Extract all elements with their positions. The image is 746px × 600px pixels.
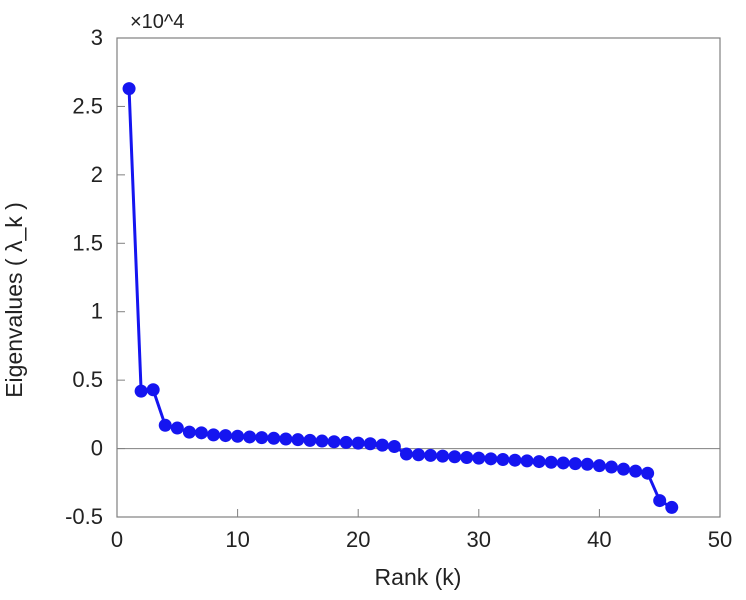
x-axis-ticks bbox=[117, 509, 720, 517]
y-axis-exponent-label: ×10^4 bbox=[130, 11, 184, 33]
y-tick-label: 0 bbox=[91, 436, 103, 461]
eigenvalue-point-29[interactable]: k=29, λ=-0.065×10^4 bbox=[460, 451, 473, 464]
eigenvalue-point-31[interactable]: k=31, λ=-0.075×10^4 bbox=[484, 452, 497, 465]
eigenvalue-point-32[interactable]: k=32, λ=-0.08×10^4 bbox=[496, 453, 509, 466]
x-tick-label: 0 bbox=[111, 527, 123, 552]
eigenvalue-point-34[interactable]: k=34, λ=-0.09×10^4 bbox=[521, 454, 534, 467]
eigenvalue-point-45[interactable]: k=45, λ=-0.38×10^4 bbox=[653, 494, 666, 507]
eigenvalue-point-8[interactable]: k=8, λ=0.1×10^4 bbox=[207, 428, 220, 441]
eigenvalue-point-4[interactable]: k=4, λ=0.17×10^4 bbox=[159, 419, 172, 432]
eigenvalue-point-1[interactable]: k=1, λ=2.63×10^4 bbox=[123, 82, 136, 95]
eigenvalue-point-17[interactable]: k=17, λ=0.055×10^4 bbox=[316, 435, 329, 448]
eigenvalue-point-21[interactable]: k=21, λ=0.035×10^4 bbox=[364, 437, 377, 450]
x-tick-label: 30 bbox=[467, 527, 491, 552]
y-tick-label: 2 bbox=[91, 162, 103, 187]
eigenvalue-point-3[interactable]: k=3, λ=0.43×10^4 bbox=[147, 383, 160, 396]
y-axis-tick-labels: -0.5 0 0.5 1 1.5 2 2.5 3 bbox=[65, 25, 103, 529]
eigenvalue-point-43[interactable]: k=43, λ=-0.165×10^4 bbox=[629, 465, 642, 478]
y-tick-label: 0.5 bbox=[72, 367, 103, 392]
eigenvalue-point-35[interactable]: k=35, λ=-0.095×10^4 bbox=[533, 455, 546, 468]
eigenvalue-point-30[interactable]: k=30, λ=-0.07×10^4 bbox=[472, 452, 485, 465]
x-tick-label: 50 bbox=[708, 527, 732, 552]
plot-border bbox=[117, 38, 720, 517]
y-axis-title: Eigenvalues ( λ_k ) bbox=[1, 202, 27, 398]
eigenvalue-point-16[interactable]: k=16, λ=0.06×10^4 bbox=[303, 434, 316, 447]
eigenvalue-point-18[interactable]: k=18, λ=0.05×10^4 bbox=[328, 435, 341, 448]
eigenvalue-point-40[interactable]: k=40, λ=-0.125×10^4 bbox=[593, 459, 606, 472]
y-tick-label: -0.5 bbox=[65, 504, 103, 529]
eigenvalue-point-20[interactable]: k=20, λ=0.04×10^4 bbox=[352, 437, 365, 450]
chart-svg: k=1, λ=2.63×10^4 k=2, λ=0.42×10^4k=3, λ=0… bbox=[0, 0, 746, 600]
eigenvalue-point-38[interactable]: k=38, λ=-0.11×10^4 bbox=[569, 457, 582, 470]
eigenvalue-point-36[interactable]: k=36, λ=-0.1×10^4 bbox=[545, 456, 558, 469]
eigenvalue-point-23[interactable]: k=23, λ=0.015×10^4 bbox=[388, 440, 401, 453]
eigenvalue-point-25[interactable]: k=25, λ=-0.045×10^4 bbox=[412, 448, 425, 461]
eigenvalue-point-28[interactable]: k=28, λ=-0.06×10^4 bbox=[448, 450, 461, 463]
x-tick-label: 10 bbox=[225, 527, 249, 552]
y-tick-label: 2.5 bbox=[72, 93, 103, 118]
y-tick-label: 1.5 bbox=[72, 230, 103, 255]
eigenvalue-point-37[interactable]: k=37, λ=-0.105×10^4 bbox=[557, 456, 570, 469]
eigenvalue-point-27[interactable]: k=27, λ=-0.055×10^4 bbox=[436, 450, 449, 463]
eigenvalue-point-33[interactable]: k=33, λ=-0.085×10^4 bbox=[508, 454, 521, 467]
eigenvalue-point-41[interactable]: k=41, λ=-0.135×10^4 bbox=[605, 461, 618, 474]
eigenvalue-point-19[interactable]: k=19, λ=0.045×10^4 bbox=[340, 436, 353, 449]
eigenvalue-point-22[interactable]: k=22, λ=0.025×10^4 bbox=[376, 439, 389, 452]
eigenvalue-chart: k=1, λ=2.63×10^4 k=2, λ=0.42×10^4k=3, λ=0… bbox=[0, 0, 746, 600]
eigenvalue-point-15[interactable]: k=15, λ=0.065×10^4 bbox=[291, 433, 304, 446]
eigenvalue-point-7[interactable]: k=7, λ=0.115×10^4 bbox=[195, 426, 208, 439]
eigenvalue-point-42[interactable]: k=42, λ=-0.15×10^4 bbox=[617, 463, 630, 476]
eigenvalue-point-39[interactable]: k=39, λ=-0.115×10^4 bbox=[581, 458, 594, 471]
eigenvalue-point-12[interactable]: k=12, λ=0.08×10^4 bbox=[255, 431, 268, 444]
eigenvalue-point-24[interactable]: k=24, λ=-0.04×10^4 bbox=[400, 448, 413, 461]
eigenvalue-point-10[interactable]: k=10, λ=0.09×10^4 bbox=[231, 430, 244, 443]
eigenvalue-point-13[interactable]: k=13, λ=0.075×10^4 bbox=[267, 432, 280, 445]
x-tick-label: 40 bbox=[587, 527, 611, 552]
y-tick-label: 1 bbox=[91, 299, 103, 324]
eigenvalue-point-26[interactable]: k=26, λ=-0.05×10^4 bbox=[424, 449, 437, 462]
eigenvalue-point-11[interactable]: k=11, λ=0.085×10^4 bbox=[243, 430, 256, 443]
eigenvalue-point-5[interactable]: k=5, λ=0.15×10^4 bbox=[171, 422, 184, 435]
eigenvalue-point-9[interactable]: k=9, λ=0.095×10^4 bbox=[219, 429, 232, 442]
y-axis-ticks bbox=[117, 38, 125, 517]
x-axis-tick-labels: 0 10 20 30 40 50 bbox=[111, 527, 732, 552]
x-tick-label: 20 bbox=[346, 527, 370, 552]
eigenvalue-point-14[interactable]: k=14, λ=0.07×10^4 bbox=[279, 432, 292, 445]
x-axis-title: Rank (k) bbox=[375, 564, 462, 590]
eigenvalue-point-2[interactable]: k=2, λ=0.42×10^4 bbox=[135, 385, 148, 398]
eigenvalue-point-6[interactable]: k=6, λ=0.12×10^4 bbox=[183, 426, 196, 439]
eigenvalue-point-44[interactable]: k=44, λ=-0.18×10^4 bbox=[641, 467, 654, 480]
y-tick-label: 3 bbox=[91, 25, 103, 50]
eigenvalue-point-46[interactable]: k=46, λ=-0.43×10^4 bbox=[665, 501, 678, 514]
